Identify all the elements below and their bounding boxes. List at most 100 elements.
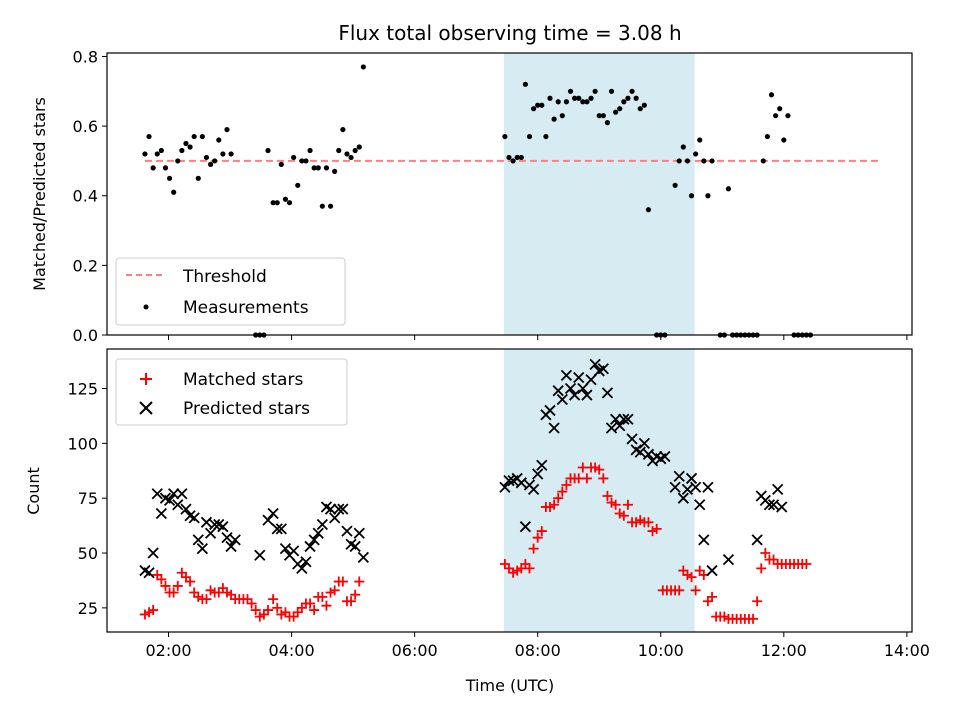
predicted-star-point (536, 459, 548, 471)
predicted-star-point (163, 494, 176, 507)
measurement-point (150, 165, 156, 171)
measurement-point (539, 102, 545, 108)
y-tick-label: 100 (67, 434, 98, 453)
predicted-star-point (316, 518, 328, 531)
measurement-point (693, 151, 699, 157)
measurement-point (688, 193, 695, 199)
predicted-star-point (597, 363, 609, 375)
measurement-point (555, 99, 561, 105)
matched-star-point (553, 493, 564, 504)
predicted-star-point (577, 382, 589, 395)
predicted-star-point (767, 499, 780, 511)
predicted-star-point (585, 374, 597, 386)
predicted-star-point (304, 540, 316, 553)
measurement-point (781, 137, 787, 143)
bottom-legend: Matched stars Predicted stars (115, 358, 348, 426)
measurement-point (584, 99, 590, 105)
measurement-point (633, 95, 639, 101)
measurement-point (286, 200, 293, 206)
measurement-point (171, 189, 177, 195)
matched-star-point (346, 596, 357, 607)
predicted-star-point (349, 540, 361, 553)
predicted-star-point (669, 481, 681, 493)
predicted-star-point (556, 393, 568, 406)
measurement-point (697, 137, 703, 143)
measurement-point (162, 165, 169, 171)
predicted-star-point (626, 433, 638, 445)
predicted-star-point (552, 385, 564, 397)
measurement-point (637, 106, 643, 112)
predicted-star-point (681, 483, 694, 496)
measurement-point (680, 144, 686, 150)
measurement-point (348, 154, 354, 161)
bottom-panel: 25 50 75 100 125 02:00 04:00 06:00 08:00 10:00 12… (24, 348, 930, 695)
predicted-star-point (172, 499, 184, 511)
measurement-point (336, 147, 342, 154)
measurement-point (299, 158, 305, 164)
predicted-star-point (618, 413, 630, 425)
predicted-star-point (601, 387, 614, 399)
measurement-point (764, 133, 771, 140)
predicted-star-point (221, 532, 233, 544)
x-tick-label: 06:00 (392, 641, 438, 660)
predicted-star-point (267, 507, 279, 520)
measurement-point (604, 120, 611, 126)
measurement-point (146, 133, 152, 140)
x-tick-label: 14:00 (884, 641, 930, 660)
measurement-point (641, 102, 647, 108)
matched-star-point (160, 580, 171, 591)
measurement-point (526, 133, 533, 140)
matched-star-point (690, 585, 701, 596)
matched-star-point (598, 473, 609, 484)
top-panel-ylabel: Matched/Predicted stars (30, 97, 49, 291)
predicted-star-point (544, 404, 556, 417)
predicted-star-point (275, 523, 287, 535)
x-tick-label: 10:00 (638, 641, 684, 660)
predicted-star-point (677, 492, 689, 504)
predicted-star-point (329, 512, 341, 524)
measurement-point (340, 126, 346, 133)
matched-star-point (748, 613, 759, 624)
measurement-point (596, 113, 602, 119)
predicted-star-point (751, 534, 763, 546)
matched-star-point (185, 576, 196, 587)
measurement-point (576, 95, 582, 101)
measurement-point (295, 182, 301, 188)
matched-star-point (686, 572, 697, 583)
matched-star-point (337, 576, 348, 587)
matched-star-point (561, 480, 572, 491)
predicted-star-point (605, 422, 618, 434)
measurement-point (327, 203, 334, 209)
measurement-point (319, 203, 325, 209)
measurement-point (220, 151, 226, 157)
matched-star-point (756, 563, 767, 574)
predicted-star-point (217, 521, 229, 533)
matched-star-point (156, 574, 167, 585)
matched-legend-label: Matched stars (183, 370, 303, 390)
predicted-star-point (589, 358, 601, 370)
measurement-point (274, 200, 280, 206)
matched-star-point (643, 517, 654, 528)
measurement-point (567, 88, 574, 94)
measurement-point (311, 165, 317, 171)
matched-star-point (317, 591, 328, 602)
y-tick-label: 75 (78, 489, 98, 508)
measurement-point (588, 95, 594, 101)
matched-star-point (309, 605, 320, 616)
predicted-star-point (689, 481, 702, 493)
matched-star-point (594, 464, 605, 475)
predicted-star-point (225, 540, 237, 553)
predicted-star-point (659, 450, 671, 463)
measurement-point (265, 147, 271, 154)
measurement-point (166, 175, 173, 181)
predicted-star-point (337, 503, 349, 515)
measurement-point (559, 113, 565, 119)
measurement-point (684, 158, 691, 164)
measurement-point (191, 133, 197, 140)
measurement-point (183, 140, 189, 147)
measurement-point (600, 113, 606, 119)
predicted-star-point (685, 472, 698, 485)
predicted-legend-label: Predicted stars (183, 399, 310, 419)
measurement-point (332, 168, 338, 174)
